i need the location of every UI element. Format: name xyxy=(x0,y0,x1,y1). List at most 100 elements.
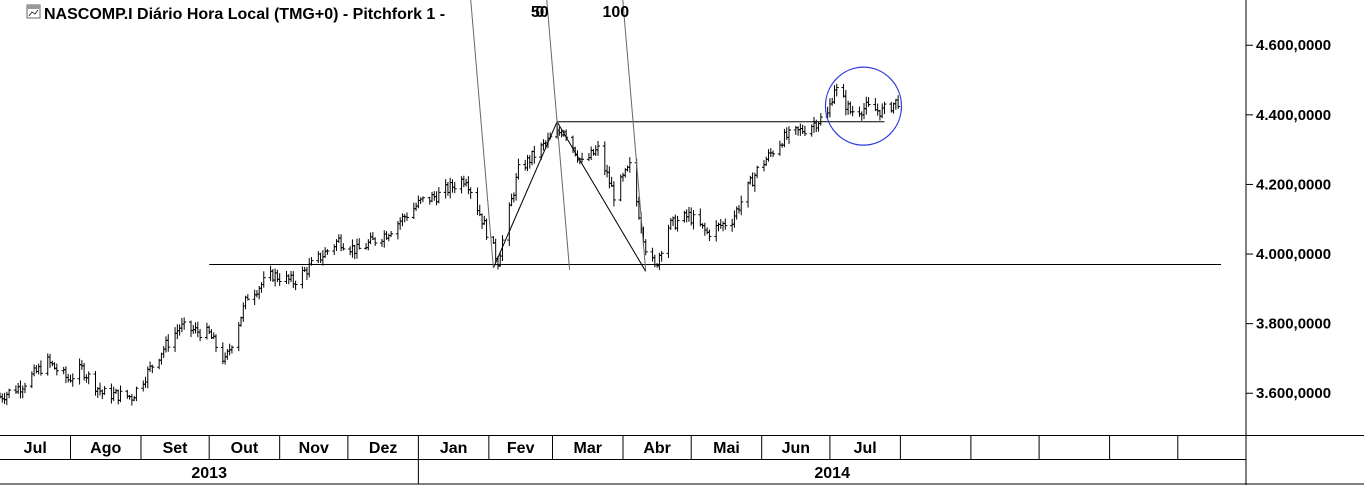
price-bar xyxy=(873,97,878,111)
price-bar xyxy=(527,155,532,169)
price-bar xyxy=(175,324,180,340)
price-bar xyxy=(766,149,771,162)
price-bar xyxy=(0,392,2,399)
price-bar xyxy=(771,150,776,158)
price-bar xyxy=(850,105,855,117)
price-bar xyxy=(204,322,209,340)
price-bar xyxy=(445,181,450,196)
price-bar xyxy=(434,191,439,206)
pitchfork-label: 0 xyxy=(535,4,544,21)
price-bar xyxy=(764,156,769,166)
price-bar xyxy=(857,106,862,117)
pitchfork-label: 50 xyxy=(531,4,549,21)
price-bar xyxy=(48,353,53,368)
month-label: Set xyxy=(163,440,189,457)
price-bar xyxy=(832,85,837,104)
price-bar xyxy=(714,220,719,242)
price-bar xyxy=(818,113,823,126)
price-bar xyxy=(798,123,803,136)
y-tick-label: 4.000,0000 xyxy=(1256,246,1331,263)
price-bar xyxy=(846,100,851,115)
price-bar xyxy=(643,239,648,256)
price-bar xyxy=(150,364,155,374)
price-bar xyxy=(0,393,5,403)
price-bar xyxy=(161,346,166,358)
price-bar xyxy=(625,165,630,172)
pitchfork[interactable]: 050 100 xyxy=(470,0,647,272)
price-bar xyxy=(509,193,514,207)
y-tick-label: 3.800,0000 xyxy=(1256,316,1331,333)
year-label: 2014 xyxy=(814,465,850,482)
price-bar xyxy=(261,271,266,288)
price-bar xyxy=(354,238,359,259)
price-bar xyxy=(691,210,696,230)
month-label: Fev xyxy=(507,440,535,457)
price-bar xyxy=(34,365,39,374)
price-bar xyxy=(100,389,105,400)
price-bar xyxy=(618,174,623,202)
price-bar xyxy=(516,158,521,180)
price-bar xyxy=(782,128,787,148)
price-bar xyxy=(398,217,403,230)
price-bar xyxy=(532,145,537,164)
price-bar xyxy=(132,395,137,402)
price-bar xyxy=(416,195,421,209)
price-bar xyxy=(373,237,378,246)
price-bar xyxy=(511,192,516,203)
price-bar xyxy=(277,273,282,287)
price-bar xyxy=(746,181,751,208)
price-bar xyxy=(236,322,241,352)
price-bar xyxy=(318,252,323,264)
price-bar xyxy=(841,84,846,98)
price-bar xyxy=(686,206,691,222)
price-bar xyxy=(23,382,28,394)
month-label: Out xyxy=(231,440,259,457)
price-bar xyxy=(420,196,425,203)
price-bar xyxy=(61,366,66,375)
price-bar xyxy=(723,218,728,230)
price-bar xyxy=(866,97,871,107)
price-bar xyxy=(389,230,394,238)
price-bar xyxy=(877,109,882,121)
price-bar xyxy=(402,213,407,223)
price-bar xyxy=(418,197,423,204)
price-bar xyxy=(127,394,132,400)
price-bar xyxy=(595,141,600,156)
price-bar xyxy=(461,175,466,188)
price-bar xyxy=(755,165,760,179)
price-bar xyxy=(811,116,816,133)
price-bar xyxy=(79,360,84,370)
price-bar xyxy=(675,215,680,232)
price-bar xyxy=(386,233,391,242)
price-bar xyxy=(13,385,18,394)
price-bar xyxy=(289,270,294,283)
price-bar xyxy=(593,145,598,156)
price-bar xyxy=(382,230,387,248)
price-bar xyxy=(357,238,362,250)
price-bar xyxy=(507,202,512,247)
chart-header: NASCOMP.I Diário Hora Local (TMG+0) - Pi… xyxy=(26,4,445,23)
price-bar xyxy=(36,363,41,375)
highlight-circle[interactable] xyxy=(824,66,903,146)
price-bar xyxy=(198,329,203,342)
price-bar xyxy=(118,385,123,403)
pitchfork-tine xyxy=(546,0,571,270)
month-label: Abr xyxy=(643,440,671,457)
price-bar xyxy=(70,373,75,387)
price-bar xyxy=(211,332,216,339)
price-bar xyxy=(411,202,416,220)
price-bar xyxy=(673,214,678,230)
price-bar xyxy=(432,191,437,201)
price-bar xyxy=(16,382,21,394)
price-bar xyxy=(275,269,280,283)
price-bar xyxy=(188,320,193,338)
price-bar xyxy=(111,386,116,401)
y-tick-label: 3.600,0000 xyxy=(1256,385,1331,402)
month-label: Ago xyxy=(90,440,121,457)
price-bar xyxy=(707,229,712,242)
price-bar xyxy=(84,374,89,383)
chart-window-icon[interactable] xyxy=(26,4,41,19)
price-bar xyxy=(66,373,71,383)
price-bar xyxy=(466,176,471,195)
